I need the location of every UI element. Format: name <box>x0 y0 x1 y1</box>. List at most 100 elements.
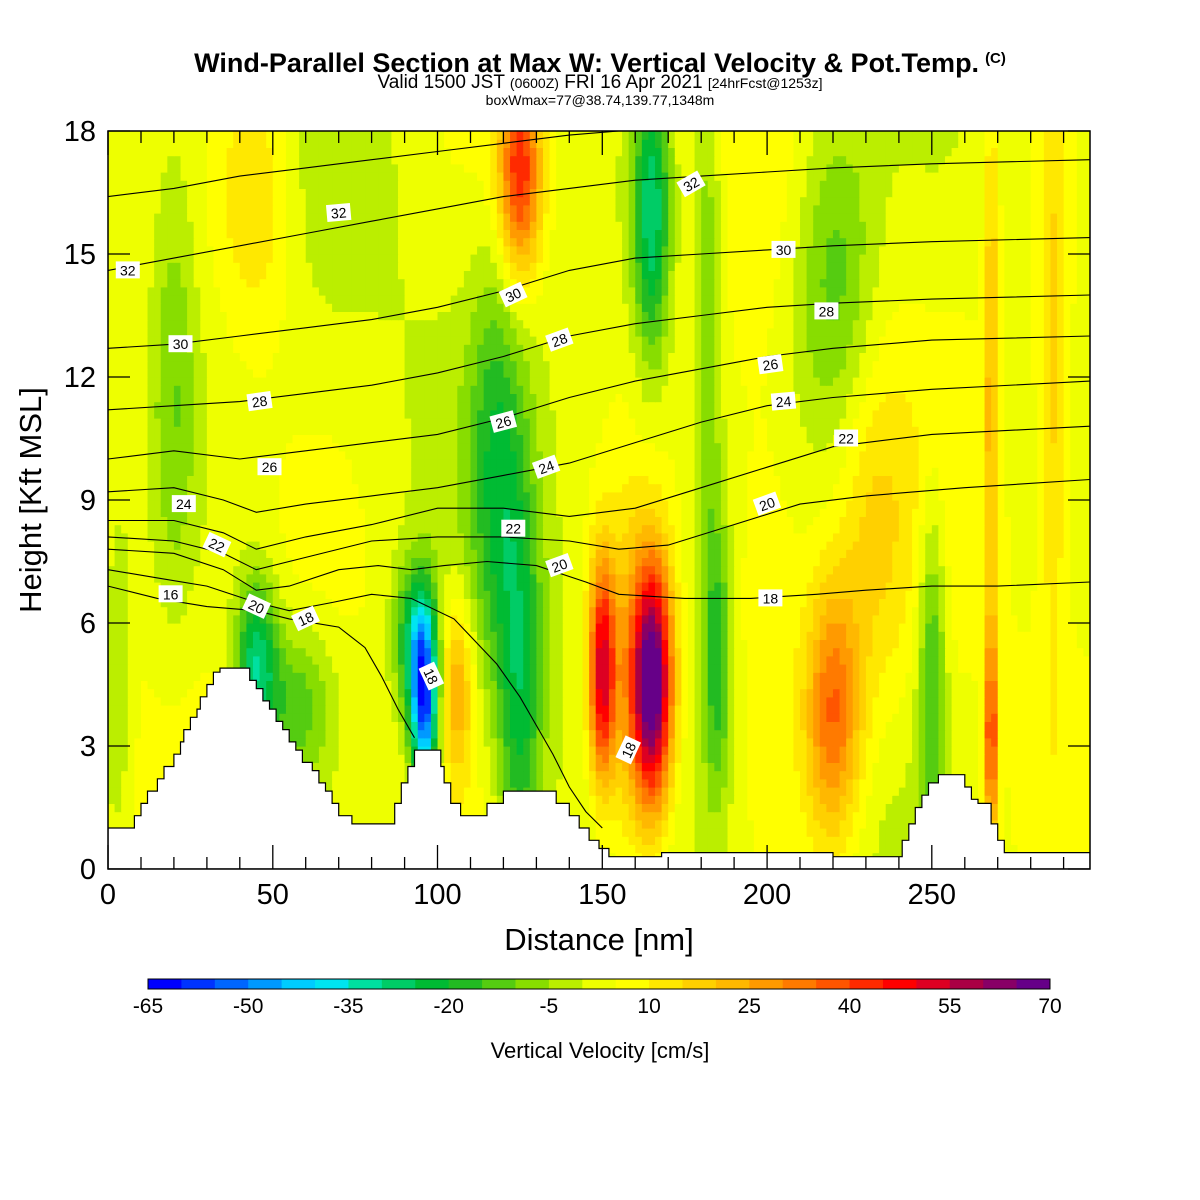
w-cell <box>859 631 867 640</box>
w-cell <box>753 623 762 632</box>
w-cell <box>964 598 972 608</box>
w-cell <box>687 696 696 706</box>
w-cell <box>958 672 966 681</box>
w-cell <box>154 631 162 640</box>
w-cell <box>134 795 142 804</box>
w-cell <box>734 787 742 796</box>
w-cell <box>582 762 590 772</box>
w-cell <box>351 590 360 599</box>
w-cell <box>964 737 972 747</box>
w-cell <box>338 705 346 714</box>
w-cell <box>832 680 841 690</box>
w-cell <box>971 655 979 665</box>
w-cell <box>727 844 735 854</box>
w-cell <box>971 762 979 772</box>
w-cell <box>167 696 175 706</box>
w-cell <box>912 631 920 640</box>
w-cell <box>872 778 880 788</box>
w-cell <box>958 631 966 640</box>
w-cell <box>351 770 360 780</box>
w-cell <box>773 770 781 780</box>
w-cell <box>879 631 887 640</box>
w-cell <box>786 746 795 755</box>
w-cell <box>299 680 307 690</box>
w-cell <box>734 688 742 698</box>
w-cell <box>977 639 986 649</box>
w-cell <box>846 828 854 837</box>
w-cell <box>767 811 775 821</box>
w-cell <box>384 606 392 616</box>
w-cell <box>945 762 953 772</box>
w-cell <box>1083 762 1090 772</box>
w-cell <box>832 828 841 837</box>
w-cell <box>582 795 590 804</box>
w-cell <box>859 623 867 632</box>
w-cell <box>1004 762 1012 772</box>
w-cell <box>378 639 386 649</box>
w-cell <box>523 713 531 722</box>
w-cell <box>371 598 379 608</box>
w-cell <box>971 639 979 649</box>
w-cell <box>773 631 781 640</box>
w-cell <box>252 639 261 649</box>
w-cell <box>312 664 320 673</box>
w-cell <box>885 762 893 772</box>
w-cell <box>800 606 808 616</box>
w-cell <box>1037 713 1045 722</box>
w-cell <box>127 754 135 763</box>
w-cell <box>569 680 577 690</box>
w-cell <box>727 778 735 788</box>
w-cell <box>1030 598 1038 608</box>
w-cell <box>358 631 366 640</box>
w-cell <box>523 664 531 673</box>
w-cell <box>305 590 313 599</box>
w-cell <box>318 754 327 763</box>
w-cell <box>391 606 399 616</box>
w-cell <box>839 664 847 673</box>
w-cell <box>569 705 577 714</box>
w-cell <box>1076 811 1085 821</box>
w-cell <box>1063 696 1071 706</box>
w-cell <box>879 828 887 837</box>
w-cell <box>1057 721 1065 731</box>
w-cell <box>1017 606 1025 616</box>
w-cell <box>747 787 755 796</box>
w-cell <box>529 746 537 755</box>
w-cell <box>707 705 715 714</box>
w-cell <box>285 696 294 706</box>
w-cell <box>1037 778 1045 788</box>
w-cell <box>668 680 676 690</box>
w-cell <box>714 655 722 665</box>
w-cell <box>938 614 946 624</box>
w-cell <box>1057 795 1065 804</box>
w-cell <box>760 614 768 624</box>
w-cell <box>826 729 834 739</box>
box-wmax-note: boxWmax=77@38.74,139.77,1348m <box>485 92 715 108</box>
w-cell <box>114 606 122 616</box>
w-cell <box>701 778 709 788</box>
w-cell <box>1070 623 1078 632</box>
w-cell <box>483 664 491 673</box>
w-cell <box>391 639 399 649</box>
w-cell <box>397 729 406 739</box>
w-cell <box>622 623 630 632</box>
w-cell <box>1076 664 1085 673</box>
w-cell <box>589 696 597 706</box>
w-cell <box>490 647 498 657</box>
w-cell <box>977 778 986 788</box>
w-cell <box>285 639 294 649</box>
w-cell <box>727 606 735 616</box>
w-cell <box>345 721 353 731</box>
w-cell <box>430 721 439 731</box>
w-cell <box>477 672 485 681</box>
w-cell <box>490 598 498 608</box>
w-cell <box>430 688 439 698</box>
w-cell <box>510 721 518 731</box>
w-cell <box>608 672 617 681</box>
w-cell <box>549 762 557 772</box>
w-cell <box>819 746 827 755</box>
w-cell <box>747 631 755 640</box>
w-cell <box>529 762 537 772</box>
w-cell <box>740 844 748 854</box>
w-cell <box>463 598 472 608</box>
